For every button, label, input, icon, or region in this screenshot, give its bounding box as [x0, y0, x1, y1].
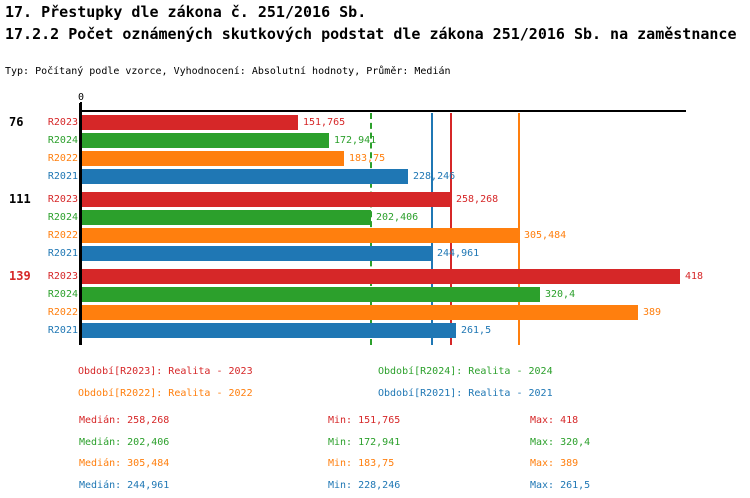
bar-row-label-r2022: R2022 — [47, 153, 78, 164]
bar-row-label-r2021: R2021 — [47, 171, 78, 182]
bar-row-label-r2023: R2023 — [47, 271, 78, 282]
bar-r2024 — [82, 133, 329, 148]
legend-item-r2023: Období[R2023]: Realita - 2023 — [78, 366, 253, 377]
bar-value-label-r2024: 172,941 — [334, 135, 377, 146]
stat-median-r2023: Medián: 258,268 — [79, 415, 170, 426]
x-axis-zero-tick-label: 0 — [77, 92, 85, 103]
stat-min-r2023: Min: 151,765 — [328, 415, 401, 426]
x-axis-line — [81, 110, 686, 112]
bar-r2021 — [82, 169, 408, 184]
bar-value-label-r2023: 258,268 — [456, 194, 499, 205]
bar-r2024 — [82, 210, 371, 225]
bar-r2021 — [82, 323, 456, 338]
bar-value-label-r2023: 151,765 — [303, 117, 346, 128]
bar-r2023 — [82, 269, 680, 284]
bar-row-label-r2021: R2021 — [47, 248, 78, 259]
group-label-139: 139 — [9, 269, 31, 283]
bar-value-label-r2022: 183,75 — [349, 153, 386, 164]
bar-r2024 — [82, 287, 540, 302]
stat-max-r2022: Max: 389 — [530, 458, 579, 469]
bar-r2022 — [82, 228, 519, 243]
bar-row-label-r2024: R2024 — [47, 289, 78, 300]
bar-row-label-r2023: R2023 — [47, 117, 78, 128]
legend-item-r2021: Období[R2021]: Realita - 2021 — [378, 388, 553, 399]
bar-value-label-r2021: 244,961 — [437, 248, 480, 259]
bar-r2022 — [82, 305, 638, 320]
bar-row-label-r2022: R2022 — [47, 307, 78, 318]
bar-value-label-r2023: 418 — [685, 271, 704, 282]
bar-r2021 — [82, 246, 432, 261]
bar-value-label-r2021: 261,5 — [461, 325, 492, 336]
x-axis-zero-tick — [80, 102, 82, 112]
bar-value-label-r2022: 305,484 — [524, 230, 567, 241]
group-label-76: 76 — [9, 115, 24, 129]
stat-median-r2021: Medián: 244,961 — [79, 480, 170, 491]
bar-row-label-r2024: R2024 — [47, 135, 78, 146]
stat-max-r2024: Max: 320,4 — [530, 437, 591, 448]
stat-min-r2022: Min: 183,75 — [328, 458, 395, 469]
bar-value-label-r2024: 320,4 — [545, 289, 576, 300]
group-label-111: 111 — [9, 192, 31, 206]
bar-row-label-r2023: R2023 — [47, 194, 78, 205]
stat-max-r2023: Max: 418 — [530, 415, 579, 426]
legend-item-r2024: Období[R2024]: Realita - 2024 — [378, 366, 553, 377]
bar-r2023 — [82, 192, 451, 207]
bar-r2023 — [82, 115, 298, 130]
y-axis-line — [79, 103, 82, 345]
stat-max-r2021: Max: 261,5 — [530, 480, 591, 491]
bar-row-label-r2022: R2022 — [47, 230, 78, 241]
bar-row-label-r2021: R2021 — [47, 325, 78, 336]
bar-value-label-r2024: 202,406 — [376, 212, 419, 223]
bar-r2022 — [82, 151, 344, 166]
report-title-line2: 17.2.2 Počet oznámených skutkových podst… — [5, 25, 737, 43]
stat-min-r2024: Min: 172,941 — [328, 437, 401, 448]
bar-row-label-r2024: R2024 — [47, 212, 78, 223]
stat-median-r2022: Medián: 305,484 — [79, 458, 170, 469]
report-meta-line: Typ: Počítaný podle vzorce, Vyhodnocení:… — [5, 66, 451, 77]
legend-item-r2022: Období[R2022]: Realita - 2022 — [78, 388, 253, 399]
report-title-line1: 17. Přestupky dle zákona č. 251/2016 Sb. — [5, 3, 367, 21]
bar-value-label-r2021: 228,246 — [413, 171, 456, 182]
stat-median-r2024: Medián: 202,406 — [79, 437, 170, 448]
bar-value-label-r2022: 389 — [643, 307, 662, 318]
stat-min-r2021: Min: 228,246 — [328, 480, 401, 491]
